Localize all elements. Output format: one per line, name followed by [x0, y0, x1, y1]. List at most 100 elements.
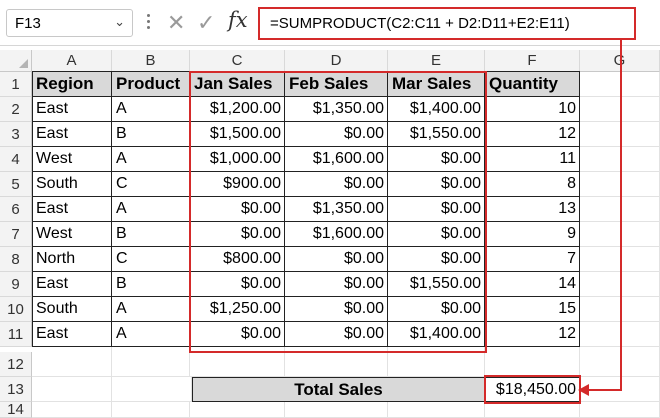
empty-cell[interactable] [112, 347, 190, 377]
cell-jan-sales[interactable]: $0.00 [190, 272, 285, 297]
cell-jan-sales[interactable]: $1,500.00 [190, 122, 285, 147]
select-all-corner[interactable] [0, 50, 32, 72]
empty-cell[interactable] [112, 402, 190, 418]
column-header-e[interactable]: E [388, 50, 485, 72]
column-header-a[interactable]: A [32, 50, 112, 72]
header-jan-sales[interactable]: Jan Sales [190, 72, 285, 97]
cell-mar-sales[interactable]: $0.00 [388, 172, 485, 197]
cell-feb-sales[interactable]: $0.00 [285, 297, 388, 322]
empty-cell[interactable] [285, 402, 388, 418]
cell-mar-sales[interactable]: $0.00 [388, 247, 485, 272]
cell-feb-sales[interactable]: $1,350.00 [285, 197, 388, 222]
empty-cell[interactable] [580, 402, 660, 418]
row-header-5[interactable]: 5 [0, 172, 32, 197]
cell-feb-sales[interactable]: $0.00 [285, 247, 388, 272]
cell-feb-sales[interactable]: $1,600.00 [285, 147, 388, 172]
cell-quantity[interactable]: 13 [485, 197, 580, 222]
cell-jan-sales[interactable]: $1,000.00 [190, 147, 285, 172]
cell-product[interactable]: B [112, 122, 190, 147]
cell-quantity[interactable]: 10 [485, 97, 580, 122]
cell-quantity[interactable]: 14 [485, 272, 580, 297]
header-quantity[interactable]: Quantity [485, 72, 580, 97]
empty-cell[interactable] [485, 402, 580, 418]
row-header-12[interactable]: 12 [0, 352, 32, 377]
cell-mar-sales[interactable]: $0.00 [388, 297, 485, 322]
row-header-7[interactable]: 7 [0, 222, 32, 247]
cell-product[interactable]: A [112, 322, 190, 347]
row-header-13[interactable]: 13 [0, 377, 32, 402]
cell-quantity[interactable]: 15 [485, 297, 580, 322]
cell-region[interactable]: East [32, 97, 112, 122]
cell-quantity[interactable]: 7 [485, 247, 580, 272]
cell-mar-sales[interactable]: $0.00 [388, 197, 485, 222]
cell-product[interactable]: A [112, 297, 190, 322]
cell-product[interactable]: A [112, 197, 190, 222]
row-header-2[interactable]: 2 [0, 97, 32, 122]
cell-quantity[interactable]: 12 [485, 122, 580, 147]
cell-region[interactable]: North [32, 247, 112, 272]
total-sales-label[interactable]: Total Sales [192, 377, 485, 402]
column-header-b[interactable]: B [112, 50, 190, 72]
cell-region[interactable]: East [32, 272, 112, 297]
header-feb-sales[interactable]: Feb Sales [285, 72, 388, 97]
cell-product[interactable]: C [112, 247, 190, 272]
cell-quantity[interactable]: 9 [485, 222, 580, 247]
header-region[interactable]: Region [32, 72, 112, 97]
row-header-10[interactable]: 10 [0, 297, 32, 322]
cell-product[interactable]: C [112, 172, 190, 197]
cell-mar-sales[interactable]: $1,550.00 [388, 272, 485, 297]
cell-jan-sales[interactable]: $1,200.00 [190, 97, 285, 122]
drag-handle-icon[interactable] [147, 14, 150, 32]
cell-feb-sales[interactable]: $0.00 [285, 122, 388, 147]
cell-feb-sales[interactable]: $0.00 [285, 172, 388, 197]
empty-cell[interactable] [32, 377, 112, 402]
empty-cell[interactable] [32, 347, 112, 377]
cell-region[interactable]: East [32, 197, 112, 222]
chevron-down-icon[interactable]: ⌄ [114, 14, 125, 29]
row-header-1[interactable]: 1 [0, 72, 32, 97]
cell-mar-sales[interactable]: $1,400.00 [388, 97, 485, 122]
cell-jan-sales[interactable]: $1,250.00 [190, 297, 285, 322]
cell-mar-sales[interactable]: $0.00 [388, 222, 485, 247]
cell-product[interactable]: B [112, 272, 190, 297]
cell-feb-sales[interactable]: $0.00 [285, 322, 388, 347]
cancel-icon[interactable]: ✕ [167, 10, 186, 35]
cell-mar-sales[interactable]: $1,400.00 [388, 322, 485, 347]
cell-region[interactable]: East [32, 122, 112, 147]
cell-jan-sales[interactable]: $800.00 [190, 247, 285, 272]
empty-cell[interactable] [112, 377, 192, 402]
column-header-d[interactable]: D [285, 50, 388, 72]
cell-quantity[interactable]: 8 [485, 172, 580, 197]
column-header-c[interactable]: C [190, 50, 285, 72]
empty-cell[interactable] [388, 347, 485, 377]
total-sales-value[interactable]: $18,450.00 [485, 377, 580, 402]
cell-quantity[interactable]: 12 [485, 322, 580, 347]
empty-cell[interactable] [485, 347, 580, 377]
enter-icon[interactable]: ✓ [197, 10, 216, 35]
column-header-f[interactable]: F [485, 50, 580, 72]
name-box[interactable]: F13 ⌄ [6, 9, 133, 37]
row-header-4[interactable]: 4 [0, 147, 32, 172]
cell-jan-sales[interactable]: $0.00 [190, 197, 285, 222]
cell-quantity[interactable]: 11 [485, 147, 580, 172]
function-icon[interactable]: fx [228, 8, 248, 32]
row-header-11[interactable]: 11 [0, 322, 32, 347]
cell-region[interactable]: West [32, 147, 112, 172]
cell-feb-sales[interactable]: $1,600.00 [285, 222, 388, 247]
header-product[interactable]: Product [112, 72, 190, 97]
formula-input[interactable]: =SUMPRODUCT(C2:C11 + D2:D11+E2:E11) [258, 7, 636, 40]
empty-cell[interactable] [190, 347, 285, 377]
row-header-14[interactable]: 14 [0, 401, 32, 418]
empty-cell[interactable] [388, 402, 485, 418]
cell-mar-sales[interactable]: $0.00 [388, 147, 485, 172]
empty-cell[interactable] [32, 402, 112, 418]
row-header-6[interactable]: 6 [0, 197, 32, 222]
row-header-8[interactable]: 8 [0, 247, 32, 272]
cell-product[interactable]: B [112, 222, 190, 247]
row-header-3[interactable]: 3 [0, 122, 32, 147]
cell-region[interactable]: East [32, 322, 112, 347]
cell-mar-sales[interactable]: $1,550.00 [388, 122, 485, 147]
header-mar-sales[interactable]: Mar Sales [388, 72, 485, 97]
cell-jan-sales[interactable]: $0.00 [190, 322, 285, 347]
cell-product[interactable]: A [112, 147, 190, 172]
